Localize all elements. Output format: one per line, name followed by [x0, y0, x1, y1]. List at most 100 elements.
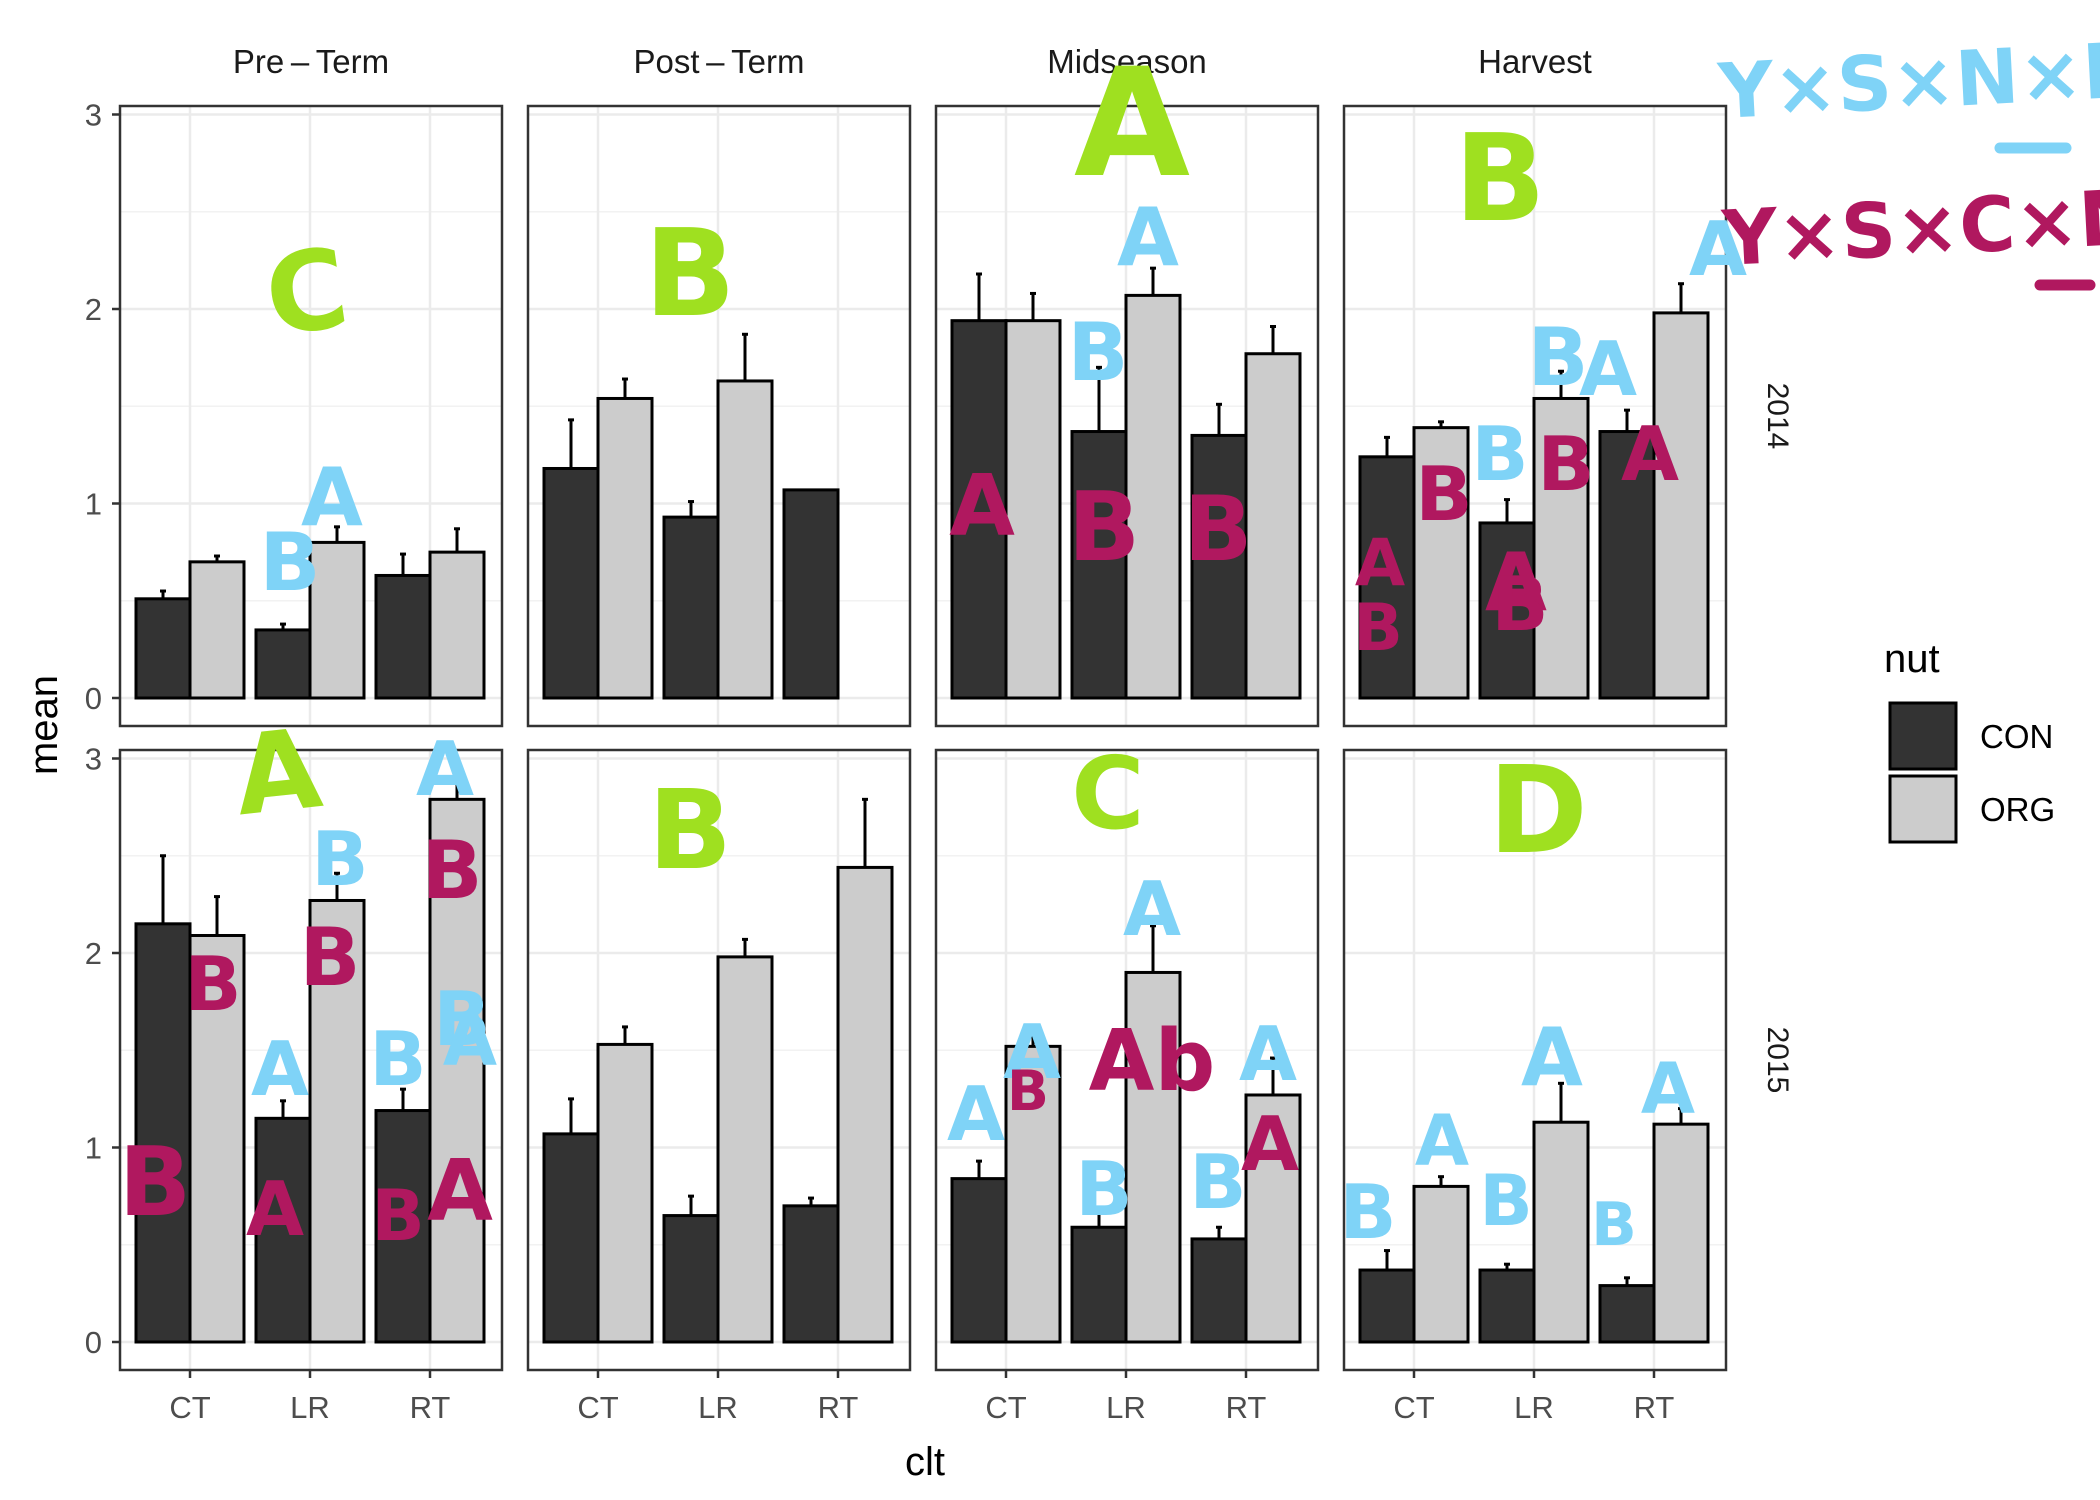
- bar-con: [950, 319, 1008, 700]
- bar-con: [374, 573, 432, 700]
- annotation-blue-letter: B: [1479, 1160, 1532, 1242]
- annotation-blue-letter: A: [1239, 1010, 1297, 1098]
- bar-org: [1004, 1044, 1062, 1344]
- bar-org: [716, 955, 774, 1344]
- legend-title: nut: [1884, 637, 1940, 681]
- annotation-magenta-letter: B: [119, 1128, 191, 1238]
- x-tick-label: RT: [1226, 1390, 1267, 1425]
- bar-org: [1532, 396, 1590, 700]
- annotation-magenta-header: Y×S×C×N: [1719, 172, 2100, 283]
- annotation-green-letter: C: [1071, 735, 1144, 852]
- annotation-blue-letter: A: [1579, 325, 1637, 413]
- bar-org: [428, 797, 486, 1344]
- bar-con: [782, 1204, 840, 1344]
- annotation-blue-letter: B: [1075, 1145, 1132, 1233]
- annotation-magenta-letter: A: [1241, 1100, 1299, 1188]
- panels-layer: Pre – Term Post – Term Midseason Harvest 201…: [118, 43, 1794, 1372]
- bar-con: [1190, 433, 1248, 700]
- x-tick-label: RT: [818, 1390, 859, 1425]
- annotation-magenta-letter: A: [1485, 536, 1547, 629]
- annotation-blue-letter: A: [443, 1000, 497, 1082]
- bar-org: [836, 865, 894, 1344]
- annotation-blue-letter: A: [1415, 1100, 1469, 1182]
- x-tick-label: CT: [577, 1390, 618, 1425]
- facet-col-label: Pre – Term: [233, 43, 389, 80]
- panel-border: [934, 104, 1320, 728]
- y-tick-label: 0: [85, 681, 102, 716]
- facet-row-label: 2014: [1761, 383, 1794, 450]
- annotation-green-letter: B: [648, 766, 732, 894]
- annotation-blue-letter: A: [1641, 1048, 1695, 1130]
- annotation-magenta-letter: Ab: [1089, 1012, 1216, 1111]
- bar-org: [188, 933, 246, 1344]
- annotation-magenta-letter: B: [422, 824, 483, 917]
- x-tick-label: CT: [169, 1390, 210, 1425]
- panel-border: [1342, 104, 1728, 728]
- y-tick-label: 1: [85, 487, 102, 522]
- annotation-magenta-letter: A: [246, 1165, 304, 1253]
- annotation-magenta-letter: B: [1415, 450, 1472, 538]
- y-tick-label: 3: [85, 98, 102, 133]
- annotation-blue-letter: B: [1591, 1190, 1637, 1260]
- x-tick-label: LR: [1106, 1390, 1146, 1425]
- bar-con: [254, 628, 312, 700]
- y-tick-label: 2: [85, 292, 102, 327]
- bar-con: [1190, 1237, 1248, 1344]
- annotation-blue-letter: B: [311, 815, 368, 903]
- panel: [1342, 104, 1728, 728]
- x-tick-label: RT: [410, 1390, 451, 1425]
- annotation-magenta-letter: B: [300, 911, 361, 1004]
- facet-col-label: Harvest: [1478, 43, 1592, 80]
- annotation-magenta-letter: A: [427, 1142, 493, 1241]
- legend-key-org: [1888, 774, 1958, 844]
- panel: [118, 748, 504, 1372]
- legend-key-con: [1888, 701, 1958, 771]
- legend-label-org: ORG: [1980, 791, 2055, 828]
- bar-con: [662, 515, 720, 700]
- annotation-blue-letter: A: [301, 451, 363, 544]
- bar-con: [1070, 1225, 1128, 1344]
- bar-org: [188, 560, 246, 700]
- panel-border: [118, 104, 504, 728]
- bar-org: [1004, 319, 1062, 700]
- bar-org: [1412, 426, 1470, 700]
- bar-org: [1244, 352, 1302, 700]
- bar-org: [308, 898, 366, 1344]
- annotation-blue-letter: B: [1189, 1138, 1246, 1226]
- annotation-blue-letter: B: [369, 1015, 426, 1103]
- bar-org: [1532, 1120, 1590, 1344]
- annotation-magenta-letter: B: [1184, 477, 1253, 582]
- annotation-blue-letter: A: [1689, 205, 1747, 293]
- bar-org: [1244, 1093, 1302, 1344]
- annotation-green-letter: D: [1488, 742, 1588, 881]
- y-axis-title: mean: [22, 675, 66, 775]
- facet-row-label: 2015: [1761, 1027, 1794, 1094]
- panel: [526, 748, 912, 1372]
- annotation-green-letter: A: [1074, 37, 1190, 211]
- annotation-blue-letter: B: [260, 516, 321, 609]
- annotation-magenta-letter: B: [1068, 473, 1140, 583]
- y-tick-label: 3: [85, 742, 102, 777]
- bar-con: [1478, 1268, 1536, 1344]
- annotation-green-letter: A: [229, 704, 327, 840]
- annotation-blue-letter: B: [433, 975, 490, 1063]
- bar-org: [1124, 293, 1182, 700]
- x-axis-title: clt: [905, 1440, 945, 1484]
- annotation-blue-letter: B: [1068, 306, 1129, 399]
- annotation-green-letter: C: [258, 223, 356, 361]
- bar-con: [1598, 430, 1656, 700]
- annotation-green-letter: B: [1454, 110, 1545, 249]
- bar-con: [662, 1214, 720, 1344]
- y-tick-label: 1: [85, 1131, 102, 1166]
- panel: [118, 104, 504, 728]
- bar-org: [596, 1042, 654, 1344]
- axes-layer: CT LR RT CT LR RT CT LR RT CT LR RT 0 1 2 3 0 1 2 3: [85, 98, 1675, 1426]
- bar-org: [596, 396, 654, 700]
- annotation-blue-letter: A: [1003, 1008, 1061, 1096]
- annotation-magenta-letter: B: [1491, 560, 1548, 648]
- y-tick-label: 2: [85, 936, 102, 971]
- x-tick-label: CT: [1393, 1390, 1434, 1425]
- annotation-blue-letter: A: [1117, 191, 1179, 284]
- bar-org: [1124, 970, 1182, 1344]
- legend: nut CON ORG: [1884, 637, 2055, 844]
